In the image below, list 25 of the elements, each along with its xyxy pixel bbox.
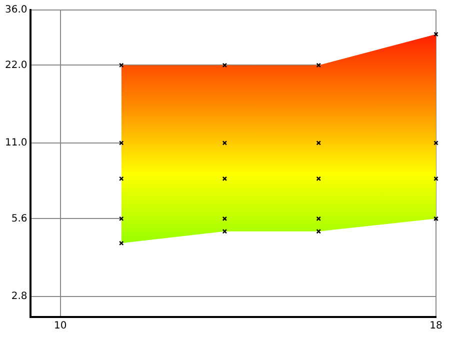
y-tick-label: 36.0 xyxy=(5,4,28,16)
point xyxy=(316,140,321,146)
point xyxy=(316,176,321,182)
point xyxy=(119,62,124,68)
y-tick-label: 5.6 xyxy=(11,213,28,224)
point xyxy=(316,62,321,68)
point xyxy=(119,176,124,182)
point xyxy=(119,140,124,146)
point xyxy=(222,140,228,146)
point xyxy=(434,176,438,182)
point xyxy=(222,229,228,234)
point xyxy=(222,216,228,222)
point xyxy=(119,216,124,222)
point xyxy=(434,32,438,37)
point xyxy=(119,240,124,246)
point xyxy=(316,216,321,222)
point xyxy=(222,62,228,68)
y-tick-label: 22.0 xyxy=(5,60,28,71)
point xyxy=(434,140,438,146)
point xyxy=(222,176,228,182)
y-tick-label: 11.0 xyxy=(5,138,28,149)
x-tick-label: 10 xyxy=(54,320,67,332)
x-tick-label: 18 xyxy=(430,320,442,332)
point xyxy=(316,229,321,234)
y-tick-label: 2.8 xyxy=(11,290,28,302)
